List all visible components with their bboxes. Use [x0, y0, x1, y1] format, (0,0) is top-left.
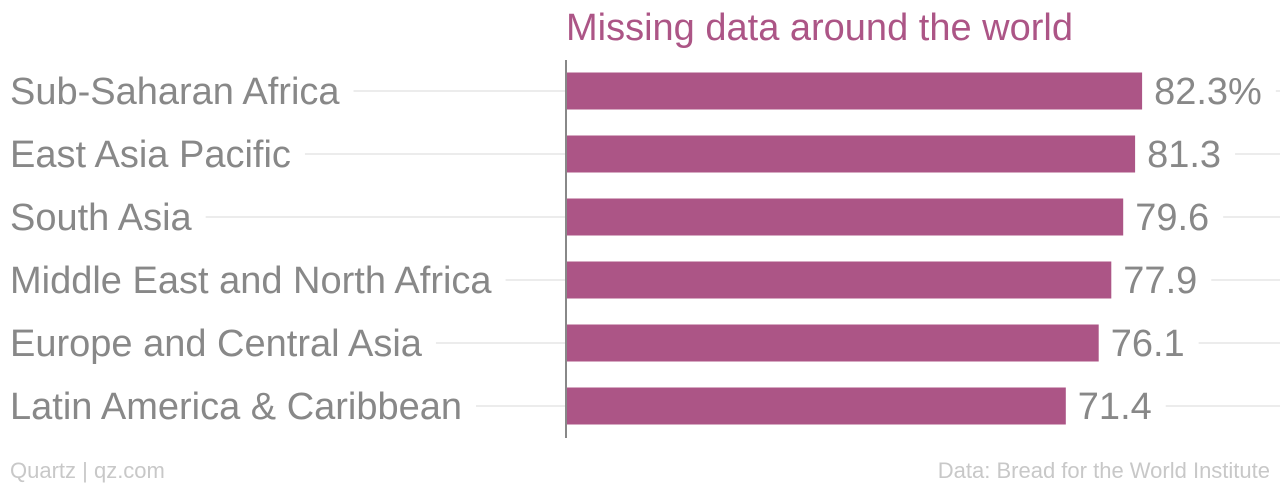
value-label: 77.9 [1123, 260, 1197, 302]
category-label: Sub-Saharan Africa [10, 71, 340, 113]
category-label: East Asia Pacific [10, 134, 291, 176]
category-label: Middle East and North Africa [10, 260, 492, 302]
bar [566, 135, 1136, 173]
chart-title: Missing data around the world [566, 7, 1073, 49]
bar [566, 72, 1143, 110]
bar [566, 324, 1099, 362]
value-label: 81.3 [1147, 134, 1221, 176]
bars-layer [566, 72, 1143, 425]
bar [566, 387, 1066, 425]
bar [566, 261, 1112, 299]
category-label: South Asia [10, 197, 193, 239]
value-label: 79.6 [1135, 197, 1209, 239]
labels-layer: Sub-Saharan Africa 82.3% East Asia Pacific… [10, 71, 1262, 428]
value-label: 76.1 [1111, 323, 1185, 365]
data-source: Data: Bread for the World Institute [938, 458, 1270, 483]
category-label: Latin America & Caribbean [10, 386, 462, 428]
bar [566, 198, 1124, 236]
value-label: 82.3% [1154, 71, 1262, 113]
category-label: Europe and Central Asia [10, 323, 423, 365]
grid-layer [205, 90, 1280, 407]
value-label: 71.4 [1078, 386, 1152, 428]
source-credit: Quartz | qz.com [10, 458, 165, 483]
